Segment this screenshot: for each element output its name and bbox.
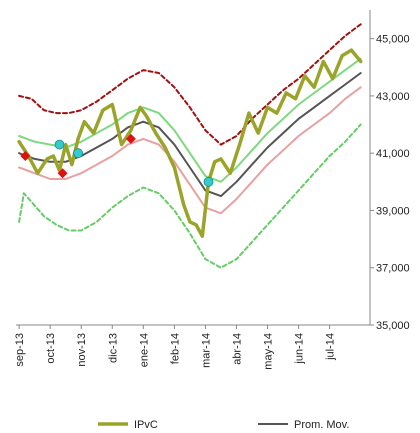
legend-label-ipvc: IPvC	[134, 419, 158, 431]
band-line-4	[18, 23, 362, 146]
y-tick-label: 45,000	[376, 34, 410, 46]
marker-layer	[20, 133, 214, 187]
marker-circle	[73, 148, 84, 159]
marker-circle	[54, 139, 65, 150]
x-tick-label: abr-14	[231, 333, 243, 365]
legend: IPvC Prom. Mov.	[98, 419, 349, 431]
x-tick-label: feb-14	[169, 333, 181, 364]
series-line-prom-mov	[18, 72, 362, 198]
y-tick-label: 39,000	[376, 205, 410, 217]
x-tick-label: jun-14	[294, 333, 306, 365]
y-tick-label: 43,000	[376, 91, 410, 103]
band-line-3	[18, 86, 362, 215]
y-tick-label: 37,000	[376, 263, 410, 275]
band-line-5	[18, 123, 362, 269]
x-tick-label: may-14	[263, 333, 275, 370]
series-layer	[17, 23, 363, 269]
x-tick-label: oct-13	[45, 333, 57, 364]
y-ticks: 35,000 37,000 39,000 41,000 43,000 45,000	[370, 34, 410, 332]
marker-circle	[203, 176, 214, 187]
x-tick-label: jul-14	[325, 333, 337, 361]
marker-diamond	[57, 168, 68, 179]
x-tick-label: nov-13	[76, 333, 88, 367]
x-ticks: sep-13 oct-13 nov-13 dic-13 ene-14 feb-14 mar-…	[14, 325, 337, 370]
marker-diamond	[20, 151, 31, 162]
y-tick-label: 35,000	[376, 320, 410, 332]
x-tick-label: ene-14	[138, 333, 150, 367]
marker-diamond	[125, 133, 136, 144]
x-tick-label: dic-13	[107, 333, 119, 363]
legend-label-prom-mov: Prom. Mov.	[294, 419, 349, 431]
series-line-ipvc	[17, 48, 363, 238]
x-tick-label: mar-14	[200, 333, 212, 368]
y-tick-label: 41,000	[376, 148, 410, 160]
x-tick-label: sep-13	[14, 333, 26, 367]
